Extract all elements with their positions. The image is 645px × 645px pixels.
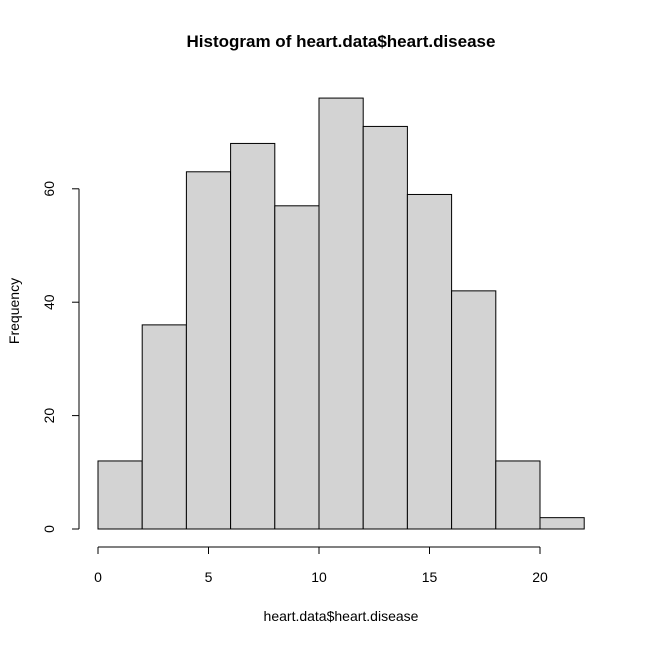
x-tick-label-3: 15	[422, 569, 438, 585]
histogram-bar-2	[185, 171, 232, 530]
chart-title: Histogram of heart.data$heart.disease	[187, 32, 496, 51]
x-axis: 0 5 10 15 20	[94, 546, 548, 585]
histogram-bar-9	[495, 460, 541, 530]
y-tick-label-1: 20	[41, 408, 57, 424]
histogram-bar-6	[362, 125, 408, 530]
histogram-bar-1	[141, 324, 187, 530]
y-tick-label-0: 0	[41, 525, 57, 533]
histogram-bar-5	[318, 97, 364, 530]
y-axis: 0 20 40 60	[41, 181, 80, 533]
y-tick-label-3: 60	[41, 181, 57, 197]
bars-group	[97, 97, 585, 530]
histogram-bar-8	[451, 290, 497, 530]
x-axis-label: heart.data$heart.disease	[264, 608, 419, 624]
x-tick-label-4: 20	[532, 569, 548, 585]
histogram-bar-10	[539, 517, 585, 530]
x-tick-label-0: 0	[94, 569, 102, 585]
x-tick-label-2: 10	[311, 569, 327, 585]
histogram-bar-4	[274, 205, 320, 530]
y-tick-label-2: 40	[41, 294, 57, 310]
histogram-bar-3	[230, 142, 276, 530]
histogram-bar-7	[406, 193, 453, 530]
x-tick-label-1: 5	[205, 569, 213, 585]
histogram-bar-0	[97, 460, 143, 530]
y-axis-label: Frequency	[6, 278, 22, 344]
